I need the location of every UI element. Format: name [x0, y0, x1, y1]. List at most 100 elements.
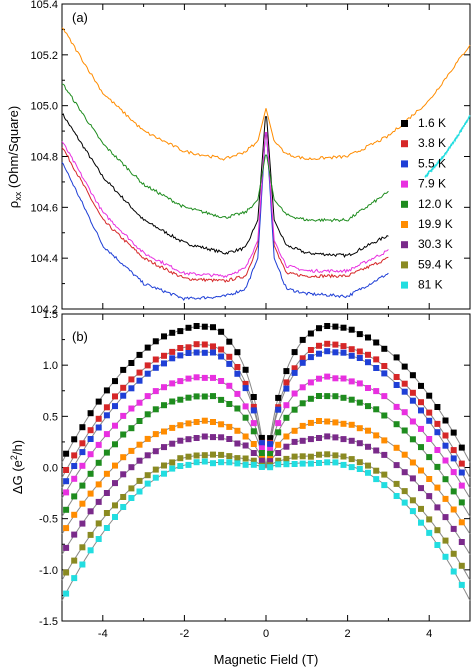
panel-b-marker — [373, 406, 380, 413]
panel-b-marker — [161, 360, 167, 367]
panel-b-marker — [348, 456, 355, 463]
panel-b-marker — [87, 508, 94, 515]
panel-b-marker — [218, 378, 225, 384]
panel-b-marker — [401, 363, 408, 370]
panel-b-marker — [71, 531, 78, 538]
panel-b-marker — [210, 324, 216, 331]
panel-b-label: (b) — [72, 329, 88, 344]
legend-marker — [401, 200, 408, 208]
panel-b-marker — [95, 424, 102, 431]
panel-b-marker — [218, 346, 225, 353]
panel-b-marker — [434, 420, 441, 427]
panel-b-marker — [299, 422, 306, 429]
legend-label: 59.4 K — [418, 257, 453, 271]
panel-b-marker — [332, 393, 339, 400]
panel-a-series-line-3-8-K — [61, 134, 389, 283]
panel-b-marker — [381, 363, 388, 369]
panel-b-marker — [426, 409, 433, 416]
panel-b-marker — [152, 474, 159, 481]
panel-a-y-tick-label: 105.4 — [30, 0, 58, 11]
panel-b-marker — [291, 406, 298, 413]
panel-b-marker — [381, 471, 388, 478]
panel-b-marker — [434, 404, 441, 410]
panel-b-marker — [381, 412, 388, 419]
panel-b-marker — [434, 447, 441, 453]
panel-b-marker — [442, 476, 449, 483]
panel-b-series-12-0-K — [63, 393, 465, 513]
panel-b-marker — [316, 342, 322, 349]
panel-b-marker — [324, 459, 331, 466]
panel-b-marker — [161, 384, 167, 391]
panel-b-marker — [63, 467, 70, 473]
panel-b-marker — [177, 345, 184, 351]
panel-b-marker — [275, 394, 282, 401]
panel-b-marker — [332, 341, 339, 348]
panel-b-marker — [450, 429, 457, 436]
panel-b-marker — [401, 380, 408, 387]
panel-b-marker — [193, 374, 200, 381]
panel-b-fit-curve — [61, 421, 471, 535]
panel-b-marker — [348, 378, 355, 385]
panel-b-marker — [250, 428, 257, 435]
panel-b-marker — [103, 490, 110, 496]
panel-b-marker — [87, 436, 94, 442]
legend-marker — [401, 241, 408, 249]
panel-b-marker — [144, 362, 151, 369]
panel-b-marker — [185, 350, 192, 356]
panel-b-series — [63, 323, 465, 597]
panel-b-marker — [71, 511, 78, 518]
panel-b-marker — [291, 438, 298, 445]
panel-b-marker — [103, 412, 110, 419]
panel-b-marker — [161, 333, 167, 340]
panel-b-marker — [63, 590, 70, 597]
panel-b-marker — [79, 424, 86, 431]
panel-b-marker — [258, 434, 265, 441]
panel-b-marker — [185, 324, 192, 331]
panel-b-marker — [185, 394, 192, 401]
panel-b-marker — [218, 459, 225, 466]
panel-b-marker — [373, 365, 380, 371]
panel-b-marker — [87, 531, 94, 538]
panel-b-marker — [409, 389, 416, 396]
panel-b-marker — [373, 388, 380, 395]
panel-b-marker — [393, 403, 400, 410]
panel-b-marker — [340, 349, 347, 356]
panel-b-marker — [63, 506, 70, 513]
panel-b-marker — [112, 462, 118, 469]
panel-b-marker — [442, 495, 449, 502]
panel-b-marker — [234, 349, 241, 356]
panel-b-marker — [185, 344, 192, 351]
panel-b-marker — [458, 469, 465, 476]
panel-b-marker — [234, 370, 241, 377]
panel-b-marker — [373, 432, 380, 439]
panel-b-marker — [409, 436, 416, 443]
panel-b-marker — [71, 493, 78, 500]
panel-b-marker — [299, 453, 306, 460]
panel-b-marker — [201, 323, 208, 330]
panel-b-marker — [401, 409, 408, 416]
panel-b-marker — [242, 403, 249, 410]
panel-b-marker — [95, 441, 102, 448]
panel-b-marker — [193, 349, 200, 356]
panel-b-marker — [348, 396, 355, 403]
panel-b-marker — [426, 493, 433, 500]
panel-b-marker — [71, 575, 78, 582]
panel-b-marker — [373, 476, 380, 483]
panel-b-x-ticks: -4 -2 0 2 4 — [61, 314, 471, 640]
panel-b-marker — [401, 469, 408, 476]
panel-b-marker — [283, 455, 290, 462]
panel-b-marker — [128, 447, 135, 454]
panel-b-marker — [226, 423, 233, 430]
panel-b-marker — [218, 396, 225, 403]
panel-b-marker — [136, 418, 143, 424]
panel-b-marker — [348, 421, 355, 428]
panel-b-marker — [144, 411, 151, 418]
panel-b-marker — [418, 425, 424, 432]
panel-b-marker — [103, 404, 110, 411]
panel-b-marker — [193, 341, 200, 348]
legend: 1.6 K 3.8 K 5.5 K 7.9 K 12.0 K 19.9 K 30.3 K 59… — [401, 116, 453, 292]
panel-a-y-tick-label: 105.2 — [30, 50, 58, 62]
panel-b-marker — [136, 488, 143, 495]
panel-b-marker — [120, 412, 127, 419]
